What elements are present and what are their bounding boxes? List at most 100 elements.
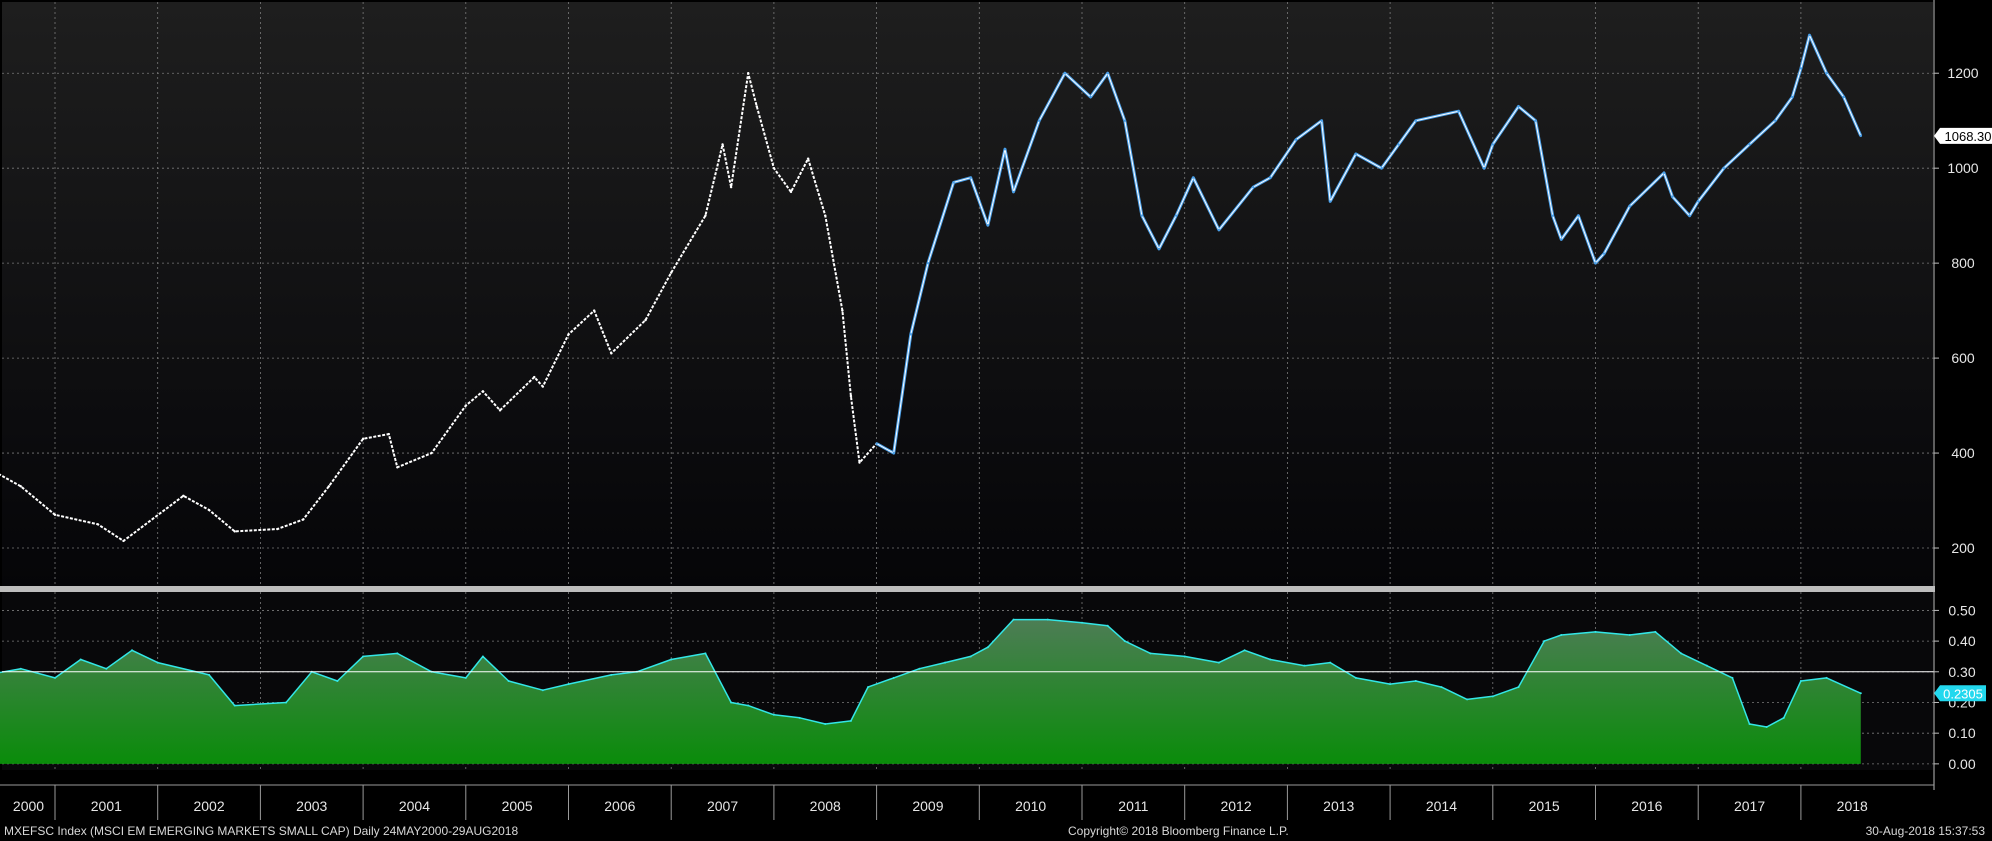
price-point [1594,261,1597,265]
indicator-point [1149,652,1152,655]
indicator-point [105,667,108,670]
last-indicator-marker [1934,685,1986,702]
indicator-point [1046,618,1049,621]
indicator-axis-label: 0.40 [1948,633,1975,649]
indicator-point [918,667,921,670]
price-point [1123,119,1126,122]
price-point [747,72,750,75]
indicator-axis-label: 0.50 [1948,602,1975,618]
price-point [53,513,57,516]
indicator-point [1491,695,1494,698]
price-point [1748,143,1751,146]
indicator-point [1243,649,1246,652]
price-panel-background [2,2,1933,586]
price-point [952,181,955,184]
indicator-point [610,673,613,676]
price-point [969,176,972,179]
price-point [1106,72,1109,75]
price-point [301,518,305,521]
indicator-point [704,652,707,655]
indicator-point [1081,621,1083,624]
indicator-point [481,655,484,658]
x-axis-year-label: 2011 [1118,798,1148,814]
indicator-point [1628,633,1631,636]
price-point [892,451,895,455]
price-point [122,539,125,543]
price-point [1842,95,1845,99]
price-point [755,105,758,108]
x-axis-year-label: 2003 [296,798,327,814]
indicator-point [670,658,673,661]
price-point [1662,171,1666,175]
x-axis-year-label: 2013 [1323,798,1354,814]
x-axis-year-label: 2004 [399,798,430,814]
indicator-point [208,673,211,676]
price-point [1380,166,1383,170]
price-point [498,409,502,412]
x-axis-year-label: 2008 [810,798,841,814]
x-axis-year-label: 2001 [91,798,122,814]
footer-timestamp-text: 30-Aug-2018 15:37:53 [1866,824,1986,838]
price-point [1192,176,1195,179]
price-point [1157,247,1161,251]
price-point [182,494,185,497]
price-line-pre-2009 [0,72,878,542]
panel-separator [0,586,1935,592]
indicator-point [892,676,895,679]
price-point [1414,119,1417,122]
price-point [96,523,99,526]
price-point [1688,214,1691,217]
price-point [1089,95,1092,99]
indicator-point [1106,624,1109,627]
price-point [1174,214,1178,217]
indicator-point [1414,680,1417,682]
x-axis-year-label: 2018 [1837,798,1868,814]
price-point [1808,34,1811,37]
price-point [644,318,647,322]
indicator-area-series [0,618,1934,764]
footer-left-text: MXEFSC Index (MSCI EM EMERGING MARKETS S… [4,824,518,838]
price-axis-label: 800 [1951,255,1975,271]
indicator-point [362,655,365,658]
indicator-point [1654,630,1657,633]
x-axis-year-label: 2017 [1734,798,1765,814]
indicator-point [944,661,947,664]
footer-copyright-text: Copyright© 2018 Bloomberg Finance L.P. [1068,824,1289,838]
price-axis-label: 1200 [1947,65,1978,81]
indicator-axis-label: 0.00 [1948,756,1975,772]
indicator-point [233,704,236,707]
x-axis-year-label: 2007 [707,798,738,814]
indicator-point [54,676,56,679]
indicator-point [1217,661,1220,664]
indicator-point [1765,726,1768,729]
price-point [1457,110,1460,113]
last-price-marker [1934,127,1992,144]
price-point [533,375,536,379]
price-point [772,166,776,170]
price-point [1517,105,1520,108]
price-point [207,508,211,512]
indicator-axis-label: 0.10 [1948,725,1975,741]
x-axis-year-label: 2016 [1631,798,1662,814]
price-line-post-2009 [876,34,1862,454]
price-point [396,466,399,469]
x-axis-year-label: 2015 [1529,798,1560,814]
price-point [986,223,990,227]
indicator-point [464,676,467,679]
indicator-point [1594,630,1597,633]
price-point [721,143,724,146]
indicator-point [1731,676,1734,679]
price-point [1774,119,1777,122]
indicator-point [1859,692,1862,695]
price-point [567,333,570,336]
price-point [841,309,844,312]
indicator-point [336,680,339,682]
indicator-point [541,689,544,692]
price-point [610,352,613,355]
price-point [1491,143,1495,146]
price-point [592,309,596,312]
price-point [1560,238,1563,241]
indicator-point [1748,722,1751,725]
price-point [327,485,331,488]
